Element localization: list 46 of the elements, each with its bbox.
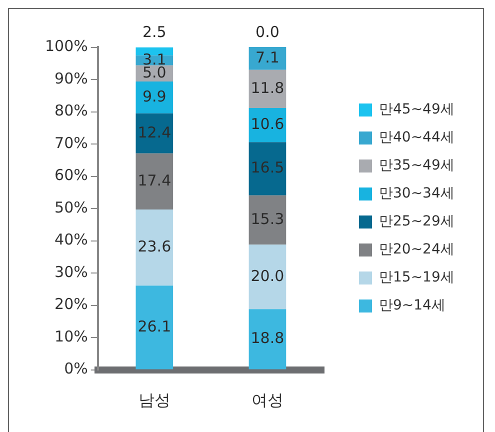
bar <box>248 244 286 310</box>
legend-label: 만15~19세 <box>379 270 454 286</box>
y-tick-label: 50% <box>54 198 88 216</box>
legend-label: 만25~29세 <box>379 214 454 230</box>
bar <box>248 70 286 108</box>
legend-label: 만30~34세 <box>379 186 454 202</box>
x-tick-label: 남성 <box>138 390 170 410</box>
y-tick-label: 80% <box>54 102 88 120</box>
data-label: 23.6 <box>138 237 172 256</box>
bar <box>136 82 174 114</box>
bar <box>136 286 174 370</box>
y-tick-label: 70% <box>54 134 88 152</box>
y-tick-label: 100% <box>44 37 88 56</box>
y-tick-label: 30% <box>54 262 88 281</box>
data-label: 18.8 <box>250 329 284 348</box>
x-tick-label: 여성 <box>251 390 284 410</box>
legend-label: 만20~24세 <box>379 242 454 258</box>
data-label: 9.9 <box>142 87 166 106</box>
bar <box>248 142 286 196</box>
data-label: 0.0 <box>256 22 280 41</box>
legend-label: 만35~49세 <box>379 158 454 174</box>
data-label: 7.1 <box>256 48 280 66</box>
data-label: 20.0 <box>250 266 284 285</box>
data-label: 26.1 <box>138 317 172 336</box>
data-label: 11.8 <box>250 78 284 97</box>
data-label: 15.3 <box>250 210 284 228</box>
bar <box>136 113 174 154</box>
data-label: 2.5 <box>142 23 166 42</box>
bar <box>136 153 174 210</box>
data-label: 17.4 <box>138 171 172 190</box>
legend-label: 만45~49세 <box>379 102 454 118</box>
legend-label: 만9~14세 <box>379 298 446 314</box>
data-label: 12.4 <box>138 123 172 142</box>
y-tick-label: 20% <box>54 295 88 314</box>
data-label: 16.5 <box>250 158 284 177</box>
legend-label: 만40~44세 <box>379 130 454 146</box>
bar <box>136 210 174 286</box>
bar <box>248 195 286 245</box>
bar <box>248 47 286 70</box>
y-tick-label: 60% <box>54 166 88 184</box>
y-tick-label: 40% <box>54 230 88 249</box>
y-tick-label: 10% <box>54 327 88 346</box>
y-tick-label: 90% <box>54 69 88 88</box>
y-tick-label: 0% <box>64 360 88 378</box>
data-label: 10.6 <box>250 114 284 133</box>
bar <box>248 309 286 370</box>
